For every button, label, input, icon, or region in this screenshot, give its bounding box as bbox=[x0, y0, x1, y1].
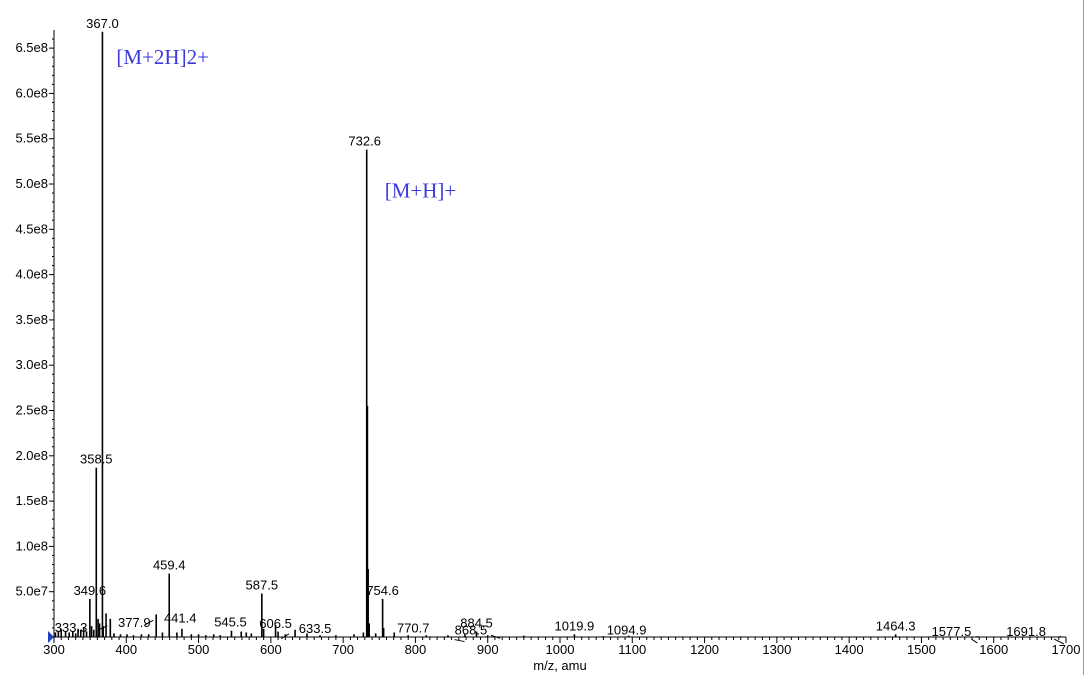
y-tick-label: 5.5e8 bbox=[15, 131, 48, 146]
x-tick-label: 1400 bbox=[835, 642, 864, 657]
x-tick-label: 1100 bbox=[618, 642, 646, 657]
y-tick-label: 1.5e8 bbox=[15, 493, 48, 508]
x-tick-label: 1500 bbox=[907, 642, 936, 657]
x-tick-label: 1200 bbox=[690, 642, 719, 657]
peak-label: 1094.9 bbox=[607, 623, 647, 638]
y-tick-label: 3.0e8 bbox=[15, 357, 48, 372]
y-tick-label: 2.0e8 bbox=[15, 448, 48, 463]
ion-annotation: [M+H]+ bbox=[385, 179, 457, 203]
x-tick-label: 800 bbox=[405, 642, 427, 657]
y-tick-label: 1.0e8 bbox=[15, 538, 48, 553]
peak-label: 367.0 bbox=[86, 16, 119, 31]
baseline-marker bbox=[48, 631, 54, 643]
x-tick-label: 600 bbox=[260, 642, 282, 657]
peak-label: 1577.5 bbox=[932, 624, 972, 639]
peak-label-leader bbox=[490, 634, 501, 639]
peak-label: 545.5 bbox=[214, 615, 247, 630]
y-tick-label: 3.5e8 bbox=[15, 312, 48, 327]
peak-label: 754.6 bbox=[366, 583, 399, 598]
peak-label: 349.6 bbox=[74, 583, 107, 598]
y-tick-label: 4.0e8 bbox=[15, 267, 48, 282]
peak-label-leader bbox=[143, 619, 154, 626]
y-tick-label: 6.0e8 bbox=[15, 85, 48, 100]
chart-axes bbox=[48, 30, 1066, 643]
peak-label: 441.4 bbox=[164, 610, 197, 625]
peak-label: 770.7 bbox=[397, 620, 430, 635]
peak-label: 1464.3 bbox=[876, 618, 916, 633]
x-tick-label: 1000 bbox=[546, 642, 575, 657]
chart-peaks bbox=[54, 31, 1061, 637]
peak-label: 377.9 bbox=[118, 615, 151, 630]
peak-label-leader bbox=[454, 639, 465, 643]
x-tick-label: 500 bbox=[188, 642, 210, 657]
x-tick-label: 1300 bbox=[762, 642, 791, 657]
peak-label: 333.3 bbox=[55, 620, 88, 635]
peak-label: 732.6 bbox=[348, 134, 381, 149]
x-tick-label: 400 bbox=[115, 642, 137, 657]
peak-label: 884.5 bbox=[460, 616, 493, 631]
peak-label: 1019.9 bbox=[555, 618, 595, 633]
peak-label: 868.5 bbox=[455, 622, 488, 637]
window-edge bbox=[1083, 0, 1084, 675]
y-tick-label: 6.5e8 bbox=[15, 40, 48, 55]
peak-label: 587.5 bbox=[246, 578, 279, 593]
ion-annotation: [M+2H]2+ bbox=[116, 45, 209, 69]
chart-annotations: [M+2H]2+ [M+H]+ bbox=[116, 45, 456, 203]
peak-label-leader bbox=[280, 633, 290, 640]
chart-ticks: 300 400 500 600 700 800 900 1000 1100 1200 1300 140… bbox=[15, 38, 1081, 657]
x-tick-label: 900 bbox=[477, 642, 499, 657]
peak-label: 358.5 bbox=[80, 452, 113, 467]
y-tick-label: 2.5e8 bbox=[15, 403, 48, 418]
peak-label-leader bbox=[1053, 638, 1065, 645]
x-axis-label: m/z, amu bbox=[533, 658, 586, 673]
peak-label: 1691.8 bbox=[1006, 624, 1046, 639]
x-tick-label: 300 bbox=[43, 642, 65, 657]
peak-label: 606.5 bbox=[259, 616, 292, 631]
y-tick-label: 4.5e8 bbox=[15, 221, 48, 236]
x-tick-label: 700 bbox=[332, 642, 354, 657]
chart-peak-labels: 367.0 732.6 358.5 459.4 349.6 587.5 754.6 377.9… bbox=[55, 16, 1065, 645]
peak-label: 633.5 bbox=[299, 621, 332, 636]
peak-label: 459.4 bbox=[153, 558, 186, 573]
y-tick-label: 5.0e8 bbox=[15, 176, 48, 191]
peak-label-leader bbox=[971, 638, 978, 644]
x-tick-label: 1700 bbox=[1052, 642, 1081, 657]
x-tick-label: 1600 bbox=[979, 642, 1008, 657]
y-tick-label: 5.0e7 bbox=[15, 584, 48, 599]
peak-label-leader bbox=[98, 625, 108, 631]
